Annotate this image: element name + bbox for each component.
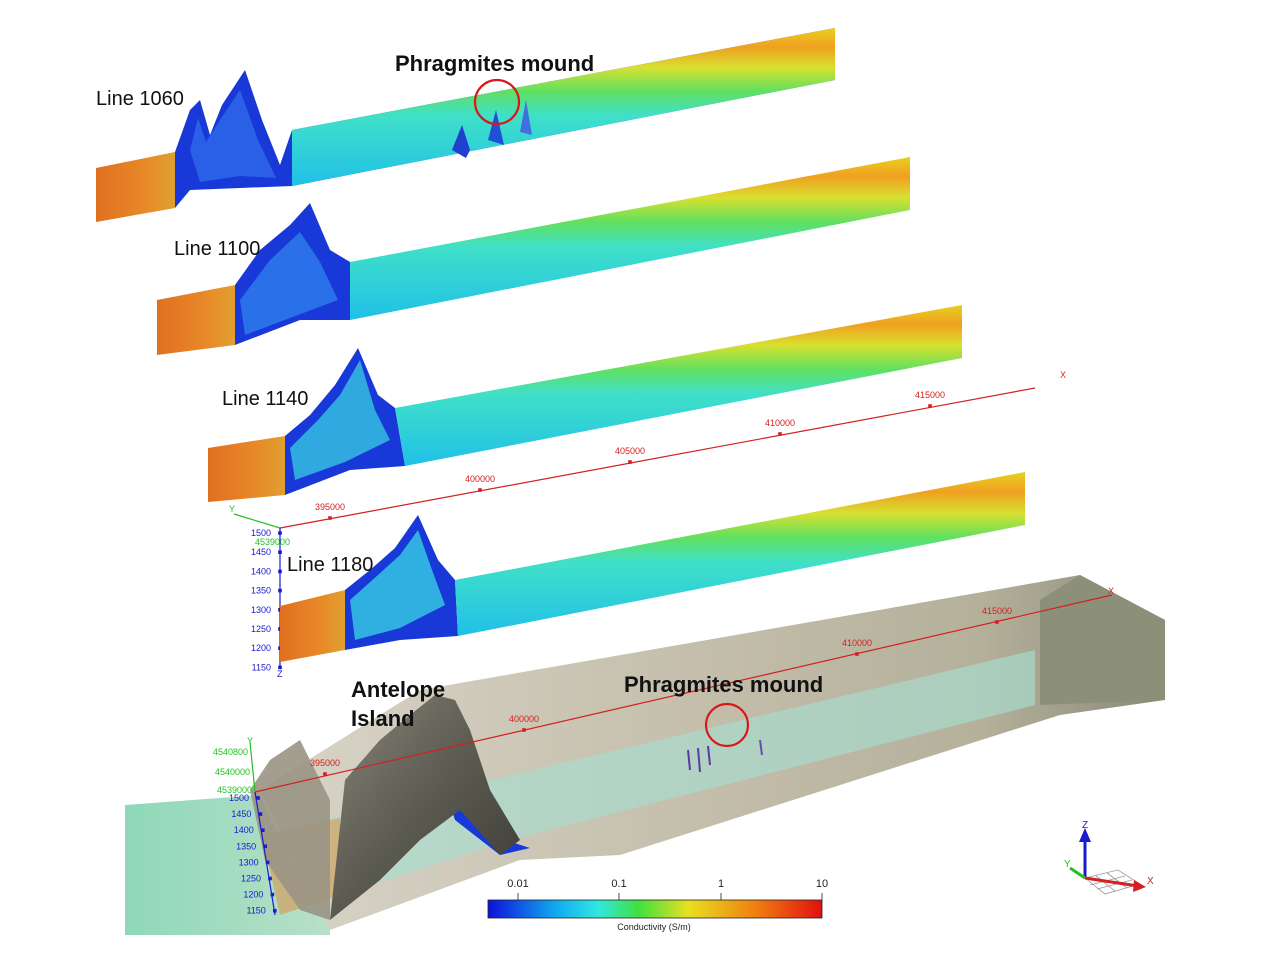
upper-z-tick-mark [278,550,282,554]
upper-x-tick: 400000 [465,474,495,484]
lower-z-tick-mark [263,844,267,849]
upper-y-axis-label: Y [229,504,235,514]
upper-x-tick: 395000 [315,502,345,512]
upper-z-tick-mark [278,588,282,593]
upper-x-axis-label: X [1060,370,1066,380]
lower-x-tick: 400000 [509,714,539,724]
lower-z-tick-mark [258,812,263,816]
upper-x-tick: 415000 [915,390,945,400]
profile-line-1140 [208,305,962,502]
lower-x-tick: 395000 [310,758,340,768]
phragmites-label-top: Phragmites mound [395,51,594,76]
urban-terrain [1040,575,1165,705]
lower-z-tick: 1300 [239,857,259,867]
gizmo-z-label: Z [1082,820,1088,831]
conductivity-slice [262,650,1035,915]
lower-y-tick: 4540800 [213,747,248,757]
lower-x-tick-mark [855,652,859,656]
upper-x-tick: 405000 [615,446,645,456]
colorbar-tick-2: 1 [718,878,724,890]
lower-z-tick-mark [268,876,272,881]
profile-label-1060: Line 1060 [96,88,184,110]
upper-z-tick: 1450 [251,547,271,557]
colorbar-tick-1: 0.1 [611,878,626,890]
upper-z-tick-mark [278,531,282,535]
upper-z-tick: 1250 [251,624,271,634]
colorbar-gradient [487,899,823,919]
profile-line-1180 [280,472,1025,662]
upper-y-axis-line [233,513,281,529]
lower-z-tick-mark [270,892,275,897]
colorbar-title: Conductivity (S/m) [617,922,691,932]
upper-x-tick-mark [928,404,932,408]
upper-z-tick-mark [278,665,282,670]
gizmo-x-label: X [1147,876,1154,887]
upper-x-tick: 410000 [765,418,795,428]
profile-line-1100 [157,157,910,355]
orientation-gizmo: Z Y X [1064,820,1154,895]
upper-x-tick-mark [478,488,482,492]
lower-x-tick-mark [522,728,526,732]
colorbar-tick-0: 0.01 [507,878,528,890]
antelope-label-line2: Island [351,706,415,731]
upper-x-tick-mark [328,516,332,520]
upper-z-tick: 1350 [251,586,271,596]
lower-x-axis-line [254,594,1113,793]
phragmites-circle-bottom [704,702,750,748]
lower-z-tick: 1350 [236,841,256,851]
upper-z-tick: 1400 [251,566,271,576]
lower-z-tick: 1450 [231,809,251,819]
upper-z-axis-label: Z [277,669,283,679]
lower-x-tick: 410000 [842,638,872,648]
lower-z-tick: 1150 [246,906,265,916]
upper-x-tick-mark [628,460,632,464]
lower-x-tick: 415000 [982,606,1012,616]
upper-z-tick: 1200 [251,643,271,653]
upper-axes: 395000 400000 405000 410000 415000 1500 1450 1… [229,370,1066,679]
lower-axes: 395000 400000 410000 415000 4540800 4540000 4… [213,586,1114,916]
upper-z-tick: 1150 [252,662,271,672]
lower-z-tick-mark [273,908,277,913]
lower-y-axis-line [249,741,256,793]
upper-y-tick: 4539000 [255,537,290,547]
lower-y-axis-label: Y [247,736,253,746]
lower-x-tick-mark [995,620,999,624]
lower-z-tick-mark [256,796,260,800]
lower-y-tick: 4539000 [217,785,252,795]
lower-z-tick-mark [265,860,270,865]
lower-z-tick-mark [261,828,265,832]
lower-z-tick: 1500 [229,793,249,803]
lower-z-tick: 1400 [234,825,254,835]
profile-label-1180: Line 1180 [287,554,373,576]
lower-x-tick-mark [323,772,327,776]
gizmo-y-arrow [1069,866,1086,880]
lower-z-tick: 1250 [241,874,261,884]
upper-z-tick: 1500 [251,528,271,538]
phragmites-circle-top [473,78,521,126]
upper-x-axis-line [279,387,1036,529]
profile-label-1100: Line 1100 [174,238,260,260]
gizmo-x-arrow [1084,876,1139,888]
antelope-island-terrain [330,695,520,920]
gizmo-y-label: Y [1064,859,1071,870]
upper-z-tick: 1300 [251,605,271,615]
upper-z-tick-mark [278,569,282,574]
lower-y-tick: 4540000 [215,767,250,777]
colorbar: 0.01 0.1 1 10 Conductivity (S/m) [487,878,828,932]
profile-line-1060 [96,28,835,222]
antelope-label-line1: Antelope [351,677,445,702]
phragmites-label-bottom: Phragmites mound [624,672,823,697]
colorbar-tick-3: 10 [816,878,828,890]
lower-3d-scene [125,575,1165,935]
profile-label-1140: Line 1140 [222,388,308,410]
upper-x-tick-mark [778,432,782,436]
lower-z-tick: 1200 [243,890,263,900]
lower-x-axis-label: X [1108,586,1114,596]
